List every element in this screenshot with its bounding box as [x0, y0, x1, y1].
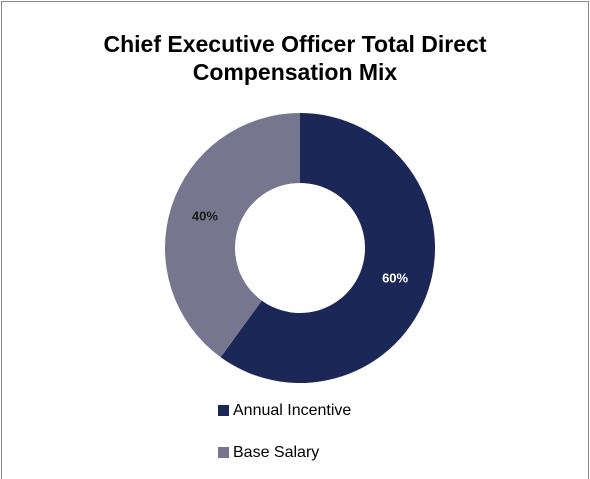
donut-slice: [220, 113, 436, 383]
data-label: 60%: [382, 270, 408, 285]
donut-slice: [165, 113, 300, 358]
legend-swatch: [218, 447, 229, 458]
legend-swatch: [218, 405, 229, 416]
legend-label: Annual Incentive: [233, 402, 351, 419]
legend-label: Base Salary: [233, 444, 319, 461]
chart-title: Chief Executive Officer Total Direct Com…: [103, 31, 487, 85]
data-label: 40%: [192, 209, 218, 224]
